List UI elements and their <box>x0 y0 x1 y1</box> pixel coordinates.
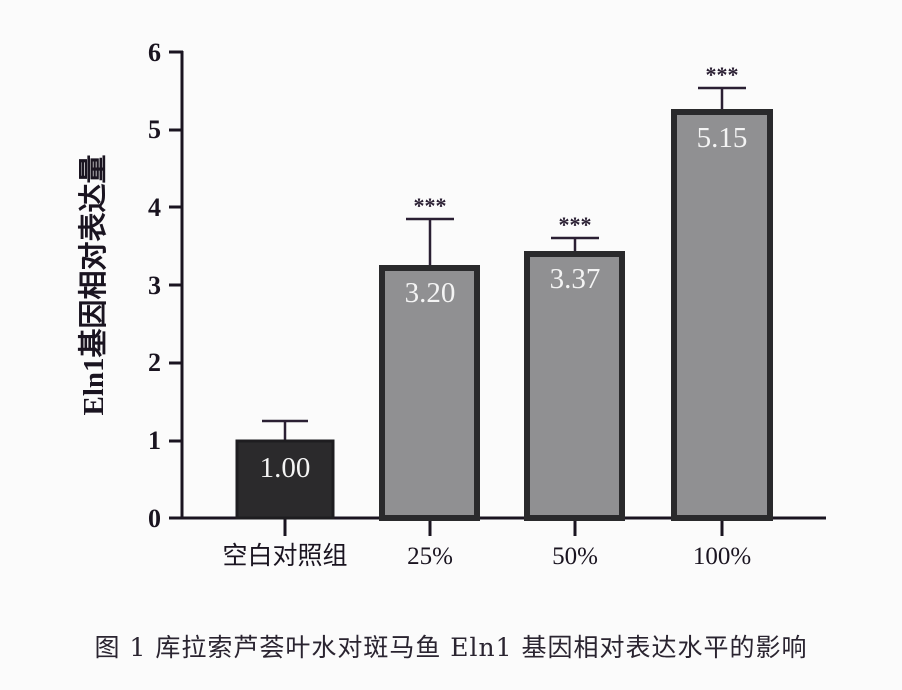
y-axis-label: Eln1基因相对表达量 <box>77 154 110 415</box>
y-tick-6: 6 <box>148 38 161 67</box>
y-tick-4: 4 <box>148 193 161 222</box>
x-tick-50: 50% <box>552 543 598 570</box>
sig-25: *** <box>414 193 447 218</box>
value-label-control: 1.00 <box>260 452 311 484</box>
x-tick-labels: 空白对照组 25% 50% 100% <box>222 542 751 570</box>
figure-caption: 图 1 库拉索芦荟叶水对斑马鱼 Eln1 基因相对表达水平的影响 <box>94 633 808 662</box>
y-tick-3: 3 <box>148 271 161 300</box>
value-label-50: 3.37 <box>550 263 601 295</box>
bar-100 <box>671 109 773 521</box>
y-tick-labels: 0 1 2 3 4 5 6 <box>148 38 161 533</box>
value-label-25: 3.20 <box>405 277 456 309</box>
sig-50: *** <box>559 212 592 237</box>
bar-50 <box>524 251 625 521</box>
x-tick-25: 25% <box>407 543 453 570</box>
significance-markers: *** *** *** <box>414 62 739 237</box>
value-labels: 1.00 3.20 3.37 5.15 <box>260 122 748 484</box>
y-ticks <box>169 50 183 443</box>
sig-100: *** <box>706 62 739 87</box>
y-tick-5: 5 <box>148 115 161 144</box>
y-tick-1: 1 <box>148 426 161 455</box>
x-tick-control: 空白对照组 <box>222 542 347 570</box>
x-ticks <box>283 518 724 536</box>
y-tick-0: 0 <box>148 504 161 533</box>
bar-chart: Eln1基因相对表达量 0 1 2 3 4 5 6 空白对照组 25% 50% … <box>77 38 826 570</box>
bar-25 <box>379 265 480 521</box>
x-tick-100: 100% <box>693 543 751 570</box>
y-tick-2: 2 <box>148 348 161 377</box>
bars <box>235 109 773 521</box>
value-label-100: 5.15 <box>697 122 748 154</box>
error-bars <box>262 86 746 441</box>
bar-control <box>235 439 335 520</box>
